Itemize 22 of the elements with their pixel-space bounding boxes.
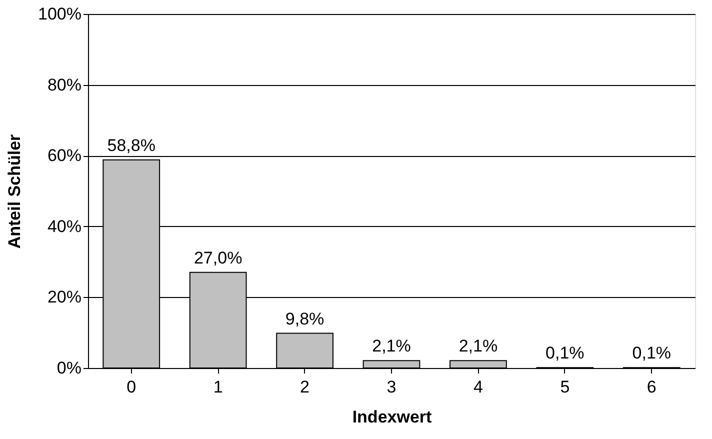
y-tick-label: 0% xyxy=(56,358,82,378)
x-tick-label: 6 xyxy=(646,378,656,396)
data-label: 58,8% xyxy=(107,136,156,155)
data-label: 0,1% xyxy=(632,344,672,363)
data-label: 9,8% xyxy=(285,309,324,328)
x-tick-label: 1 xyxy=(213,378,223,396)
x-tick-label: 2 xyxy=(300,378,310,396)
data-label: 27,0% xyxy=(194,248,242,268)
x-tick-label: 0 xyxy=(126,378,136,396)
y-tick-label: 80% xyxy=(47,75,82,94)
x-tick-label: 3 xyxy=(386,378,396,396)
data-label: 2,1% xyxy=(372,336,411,356)
x-axis-title: Indexwert xyxy=(352,408,432,426)
y-tick-label: 20% xyxy=(47,288,82,307)
x-tick-label: 4 xyxy=(473,378,483,396)
data-label: 0,1% xyxy=(546,344,584,363)
y-tick-label: 100% xyxy=(38,4,82,24)
data-label: 2,1% xyxy=(458,336,498,356)
x-tick-label: 5 xyxy=(560,378,570,396)
y-axis-title: Anteil Schüler xyxy=(5,134,24,249)
y-tick-label: 60% xyxy=(47,146,82,166)
y-tick-label: 40% xyxy=(47,216,82,236)
